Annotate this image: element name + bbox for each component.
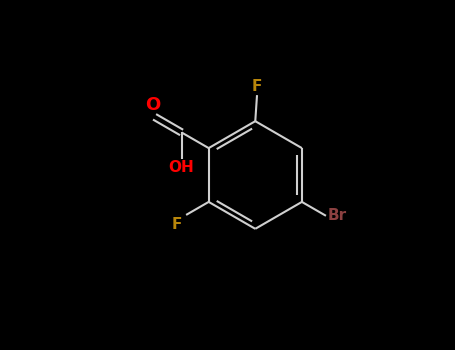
Text: OH: OH: [169, 160, 194, 175]
Text: F: F: [172, 217, 182, 232]
Text: F: F: [252, 79, 262, 94]
Text: Br: Br: [328, 208, 347, 223]
Text: O: O: [145, 96, 161, 114]
